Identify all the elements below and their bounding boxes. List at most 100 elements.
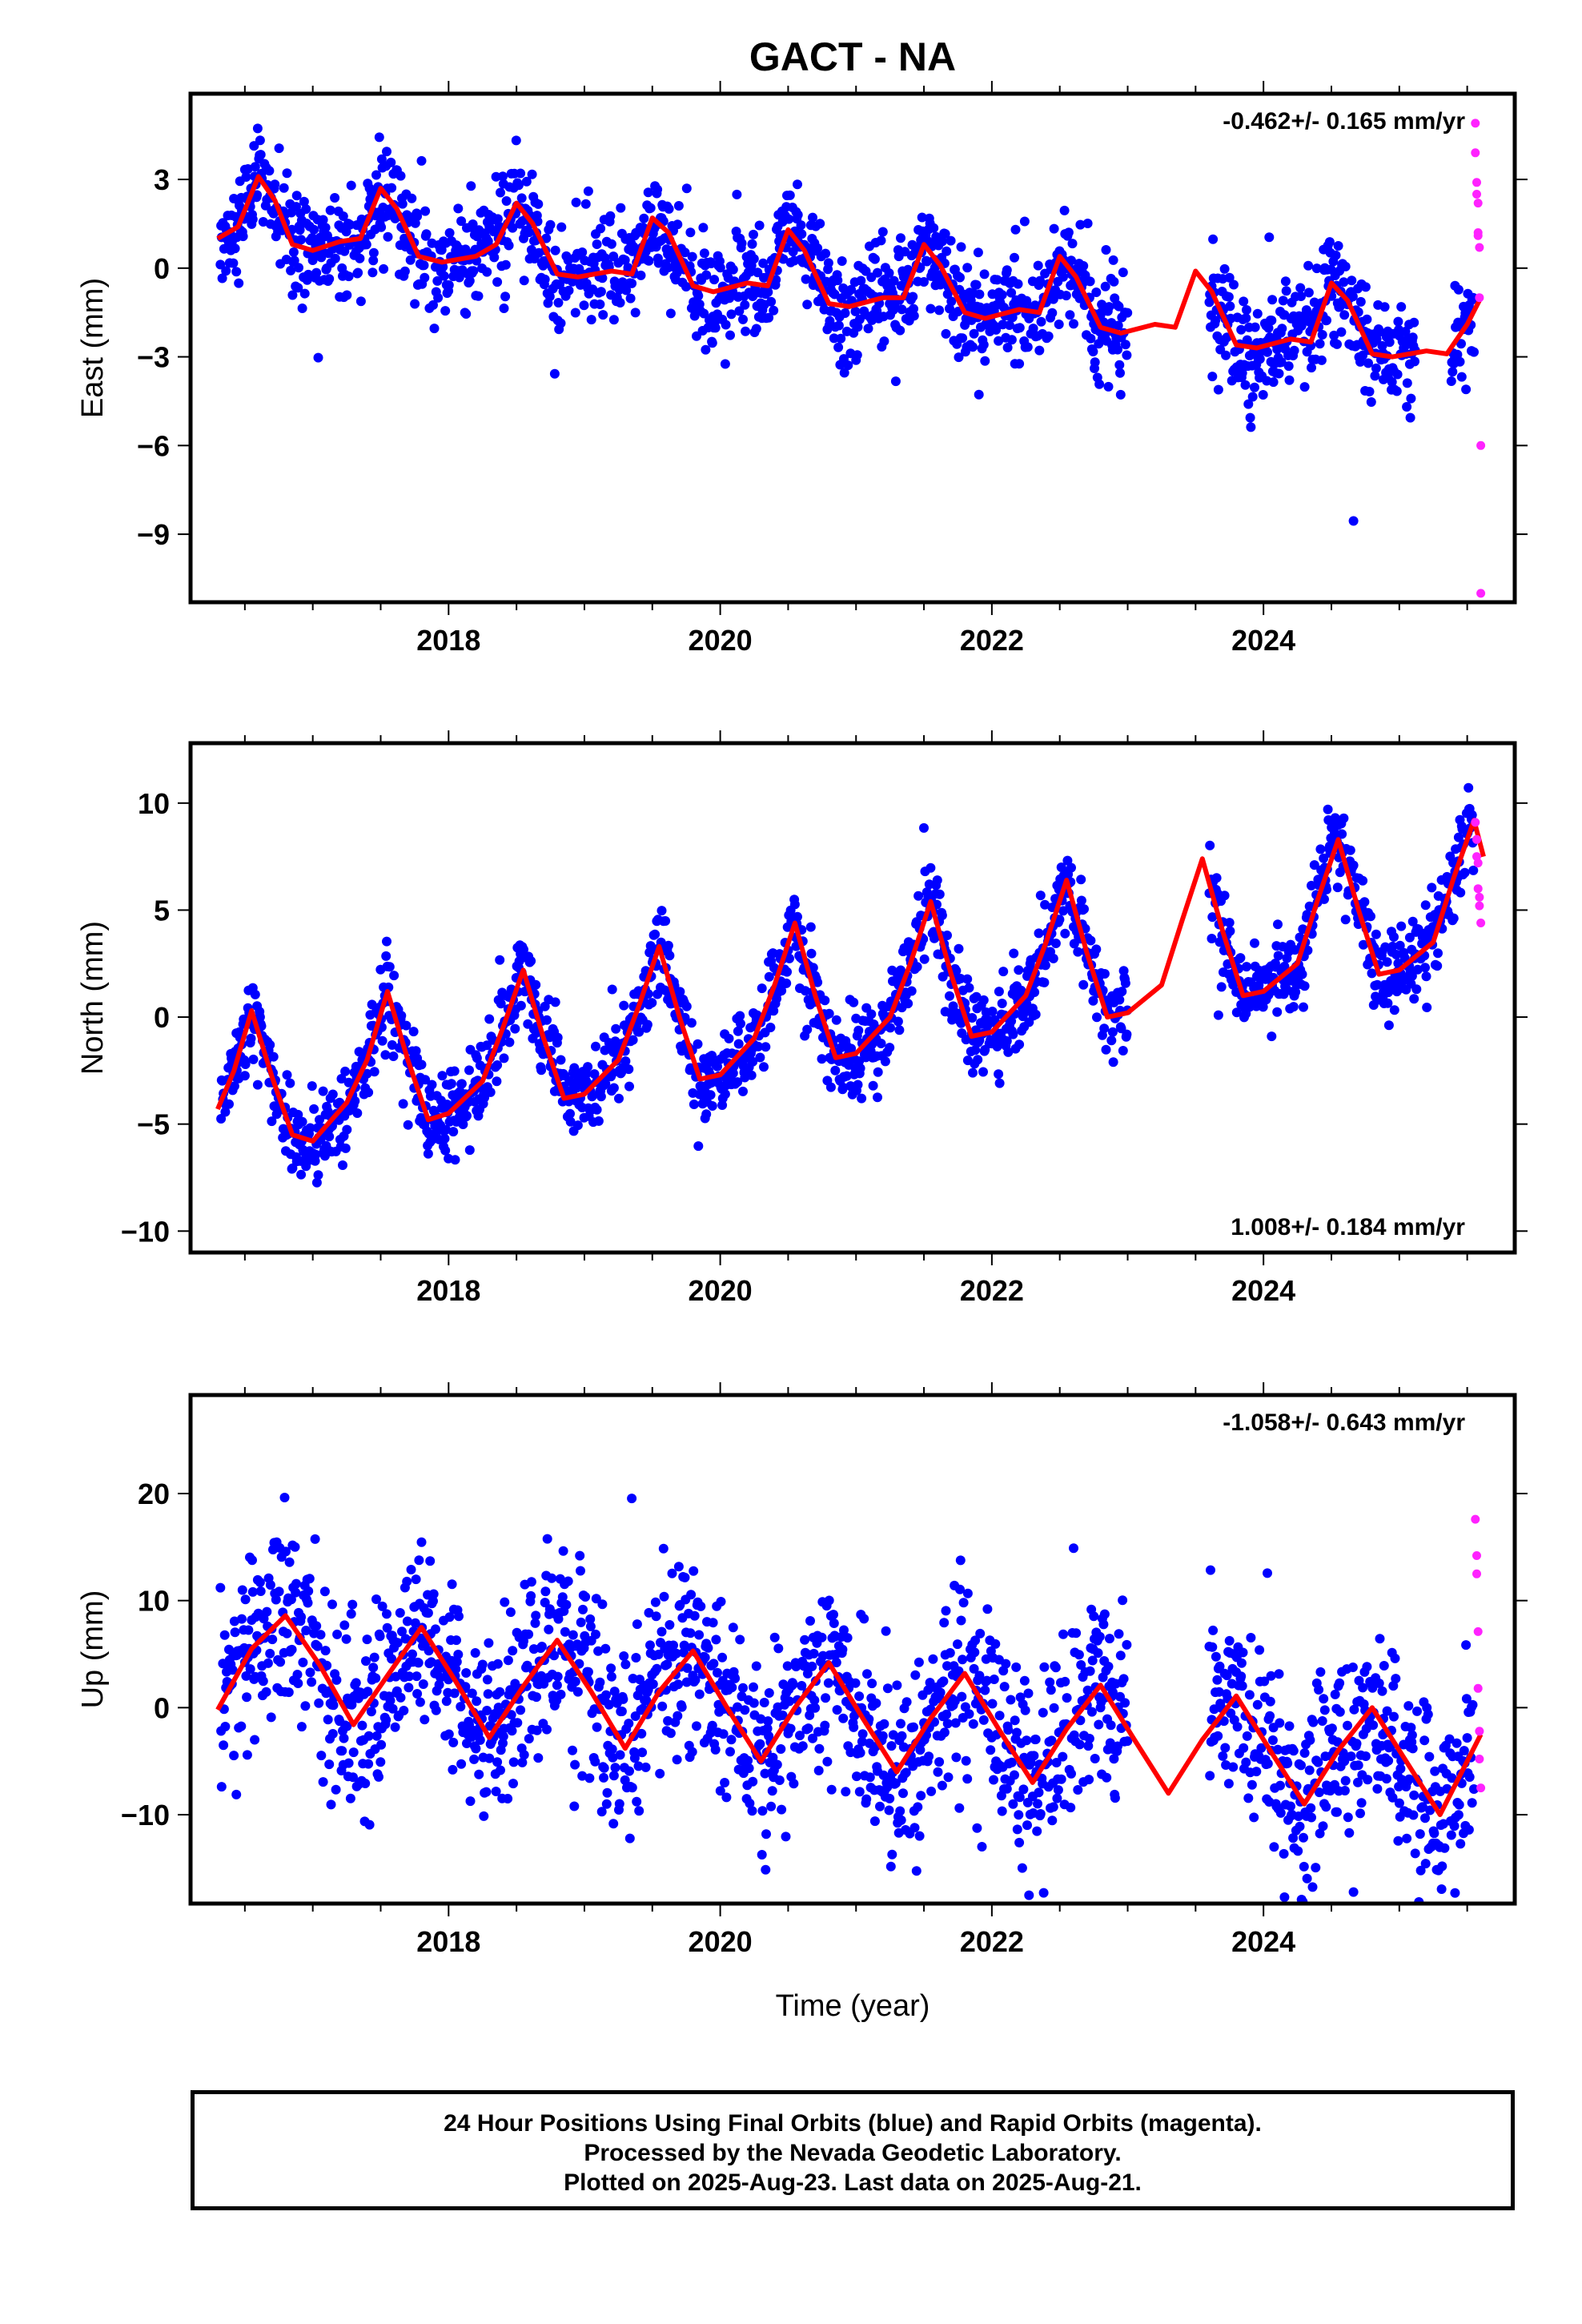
final-orbit-point [756,1714,766,1724]
final-orbit-point [1225,301,1235,312]
final-orbit-point [287,1644,297,1655]
final-orbit-point [400,266,410,276]
final-orbit-point [353,267,363,278]
final-orbit-point [1019,216,1030,227]
final-orbit-point [655,1768,665,1779]
final-orbit-point [241,1671,251,1681]
final-orbit-point [1446,376,1456,386]
final-orbit-point [1331,250,1341,260]
final-orbit-point [423,1148,433,1159]
final-orbit-point [215,1582,226,1593]
final-orbit-point [262,1606,272,1617]
final-orbit-point [978,1067,988,1077]
final-orbit-point [313,1170,323,1180]
rapid-orbit-point [1471,148,1480,158]
final-orbit-point [499,1053,509,1063]
final-orbit-point [1048,294,1058,304]
final-orbit-point [307,1081,317,1092]
final-orbit-point [977,1842,987,1852]
final-orbit-point [615,1750,625,1760]
final-orbit-point [951,966,962,976]
final-orbit-point [592,239,602,249]
final-orbit-point [1228,1762,1239,1772]
y-axis-title: East (mm) [76,278,110,418]
final-orbit-point [720,359,730,369]
final-orbit-point [1299,1861,1309,1872]
final-orbit-point [1059,205,1070,215]
final-orbit-point [608,1819,619,1829]
final-orbit-point [898,1788,908,1799]
rapid-orbit-point [1472,178,1481,187]
final-orbit-point [416,155,427,166]
final-orbit-point [644,255,654,266]
final-orbit-point [545,219,556,230]
final-orbit-point [1380,942,1391,952]
final-orbit-point [1003,1725,1014,1735]
final-orbit-point [361,1656,371,1667]
final-orbit-point [556,222,567,232]
final-orbit-point [1243,399,1254,409]
final-orbit-point [1224,918,1235,928]
final-orbit-point [1058,1629,1068,1639]
final-orbit-point [507,1726,517,1736]
final-orbit-point [1387,377,1397,387]
final-orbit-point [1263,323,1274,333]
final-orbit-point [265,1580,275,1590]
final-orbit-point [615,298,625,308]
final-orbit-point [964,1709,974,1719]
final-orbit-point [982,1675,992,1686]
final-orbit-point [1034,1787,1044,1798]
final-orbit-point [1118,1674,1129,1684]
final-orbit-point [1411,984,1422,995]
final-orbit-point [1359,897,1370,907]
final-orbit-point [954,943,964,954]
final-orbit-point [229,1081,239,1092]
final-orbit-point [624,1064,634,1075]
final-orbit-point [966,296,976,306]
rapid-orbit-point [1476,919,1486,927]
final-orbit-point [1122,308,1133,318]
final-orbit-point [896,233,905,243]
final-orbit-point [340,1066,351,1076]
final-orbit-point [665,951,675,961]
final-orbit-point [492,1076,502,1087]
final-orbit-point [1258,1002,1268,1012]
final-orbit-point [1452,349,1463,360]
final-orbit-point [311,267,322,278]
final-orbit-point [805,922,816,932]
final-orbit-point [854,1787,865,1797]
final-orbit-point [846,284,857,295]
final-orbit-point [759,1698,769,1707]
final-orbit-point [281,1546,291,1557]
final-orbit-point [1110,1793,1120,1803]
final-orbit-point [747,239,757,249]
final-orbit-point [607,984,617,995]
final-orbit-point [958,1655,968,1665]
final-orbit-point [866,1009,877,1019]
final-orbit-point [1215,1661,1225,1671]
final-orbit-point [1291,987,1301,997]
y-tick-label: −9 [137,518,170,551]
final-orbit-point [1333,241,1343,251]
final-orbit-point [788,1679,798,1690]
final-orbit-point [767,1786,777,1796]
final-orbit-point [1211,1651,1221,1662]
final-orbit-point [1086,935,1096,946]
final-orbit-point [910,1670,921,1680]
final-orbit-point [694,1630,705,1640]
final-orbit-point [465,1796,476,1807]
final-orbit-point [833,275,843,286]
final-orbit-point [885,1861,896,1872]
final-orbit-point [802,1024,813,1035]
final-orbit-point [629,1753,640,1763]
final-orbit-point [749,254,759,264]
final-orbit-point [516,168,526,179]
final-orbit-point [669,1640,678,1651]
final-orbit-point [673,219,683,230]
final-orbit-point [1099,1609,1110,1619]
final-orbit-point [817,1054,827,1064]
final-orbit-point [738,1683,748,1693]
final-orbit-point [681,1677,692,1687]
final-orbit-point [806,948,817,959]
